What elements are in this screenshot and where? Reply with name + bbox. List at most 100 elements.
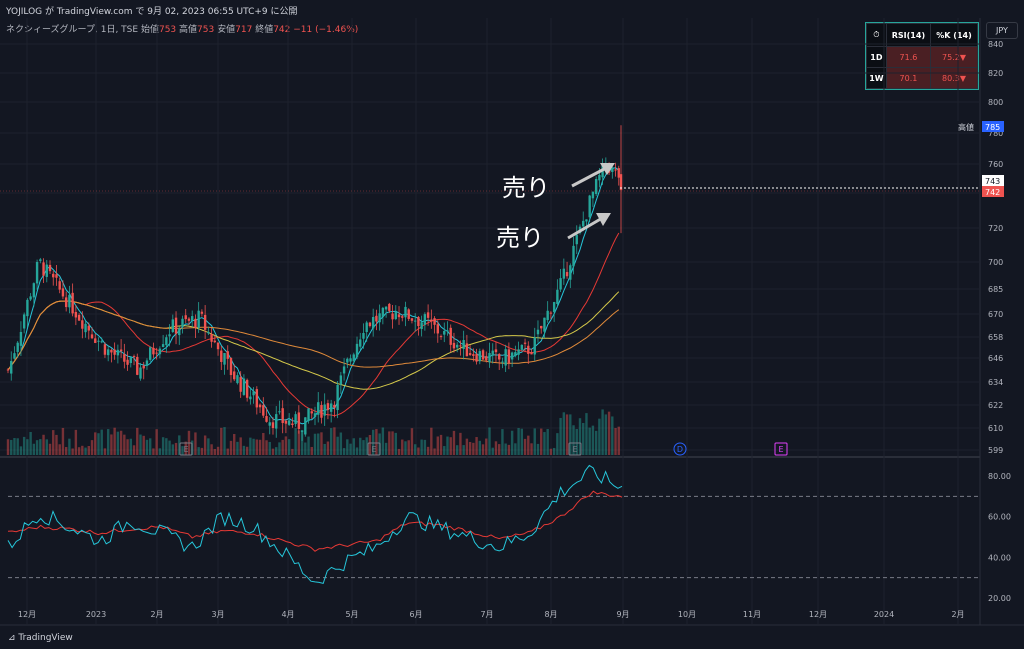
row-1d-rsi: 71.6 — [885, 46, 932, 69]
candle-body — [194, 318, 197, 328]
candle-body — [430, 319, 433, 322]
candle-body — [61, 288, 65, 297]
candle-body — [255, 389, 259, 408]
volume-bar — [417, 447, 420, 455]
candle-body — [517, 349, 520, 355]
candle-body — [523, 342, 527, 344]
volume-bar — [598, 418, 601, 455]
candle-body — [543, 317, 546, 332]
volume-bar — [346, 439, 349, 455]
volume-bar — [249, 437, 252, 455]
time-tick-label: 10月 — [678, 610, 696, 619]
candle-body — [100, 341, 103, 343]
candle-body — [32, 283, 36, 298]
price-tick-label: 800 — [988, 98, 1003, 107]
volume-bar — [207, 438, 210, 455]
row-1d-k: 75.2▼ — [930, 46, 978, 69]
volume-bar — [543, 432, 546, 455]
candle-body — [220, 350, 223, 362]
candle-body — [552, 302, 556, 313]
volume-bar — [229, 440, 233, 455]
volume-bar — [388, 431, 391, 455]
volume-bar — [491, 447, 494, 455]
rsi-tick-label: 40.00 — [988, 553, 1011, 562]
candle-body — [74, 311, 78, 318]
candle-body — [90, 334, 94, 339]
candle-body — [426, 312, 430, 318]
volume-bar — [494, 441, 498, 455]
volume-bar — [103, 448, 107, 455]
volume-bar — [510, 430, 514, 455]
volume-bar — [291, 448, 294, 455]
volume-bar — [349, 443, 352, 455]
volume-bar — [304, 442, 307, 455]
price-tick-label: 685 — [988, 285, 1003, 294]
candle-body — [242, 378, 246, 395]
volume-bar — [397, 448, 401, 455]
candle-body — [29, 296, 32, 300]
time-tick-label: 11月 — [743, 610, 761, 619]
candle-body — [617, 168, 620, 178]
volume-bar — [449, 437, 452, 455]
candle-body — [459, 345, 462, 347]
candle-body — [191, 316, 194, 321]
candle-body — [123, 354, 126, 362]
volume-bar — [536, 443, 540, 455]
volume-bar — [220, 427, 223, 455]
volume-bar — [329, 428, 333, 455]
time-tick-label: 2023 — [86, 610, 106, 619]
volume-bar — [216, 446, 220, 455]
earnings-marker — [367, 442, 381, 456]
volume-bar — [77, 447, 81, 455]
volume-bar — [452, 430, 456, 455]
candle-body — [572, 245, 575, 267]
price-tick-label: 840 — [988, 40, 1003, 49]
candle-body — [546, 310, 549, 321]
volume-bar — [26, 439, 29, 455]
marker-label: E — [183, 445, 188, 454]
candle-body — [468, 353, 472, 355]
volume-bar — [359, 437, 362, 455]
volume-bar — [90, 440, 94, 455]
volume-bar — [6, 439, 10, 455]
volume-bar — [139, 434, 142, 455]
volume-bar — [284, 436, 288, 455]
candle-body — [10, 360, 13, 374]
candle-body — [449, 327, 452, 345]
candle-body — [106, 349, 110, 356]
candle-body — [148, 347, 152, 360]
volume-bar — [588, 427, 591, 455]
candle-body — [443, 330, 446, 335]
volume-bar — [275, 447, 278, 455]
candle-body — [178, 328, 181, 336]
volume-bar — [71, 448, 74, 455]
rsi-line — [7, 464, 623, 584]
volume-bar — [468, 442, 472, 455]
currency-button[interactable]: JPY — [986, 22, 1018, 39]
price-tick-label: 599 — [988, 446, 1003, 455]
tag-742: 742 — [985, 188, 1000, 197]
close-value: 742 — [273, 25, 291, 35]
candle-body — [97, 340, 100, 342]
time-tick-label: 2月 — [951, 610, 964, 619]
time-tick-label: 8月 — [544, 610, 557, 619]
time-tick-label: 6月 — [409, 610, 422, 619]
candle-body — [594, 178, 598, 194]
candle-body — [119, 349, 123, 352]
candle-body — [174, 317, 178, 334]
candle-body — [349, 358, 352, 362]
tradingview-logo[interactable]: ⊿ TradingView — [8, 633, 73, 643]
volume-bar — [48, 443, 52, 455]
volume-bar — [94, 432, 97, 455]
time-tick-label: 12月 — [18, 610, 36, 619]
volume-bars — [6, 409, 620, 455]
candle-body — [139, 367, 142, 379]
candle-body — [16, 342, 19, 352]
arrow-2 — [567, 213, 611, 240]
rsi-tick-label: 60.00 — [988, 513, 1011, 522]
candle-body — [42, 262, 45, 276]
candle-body — [126, 359, 129, 365]
candle-body — [359, 339, 362, 347]
